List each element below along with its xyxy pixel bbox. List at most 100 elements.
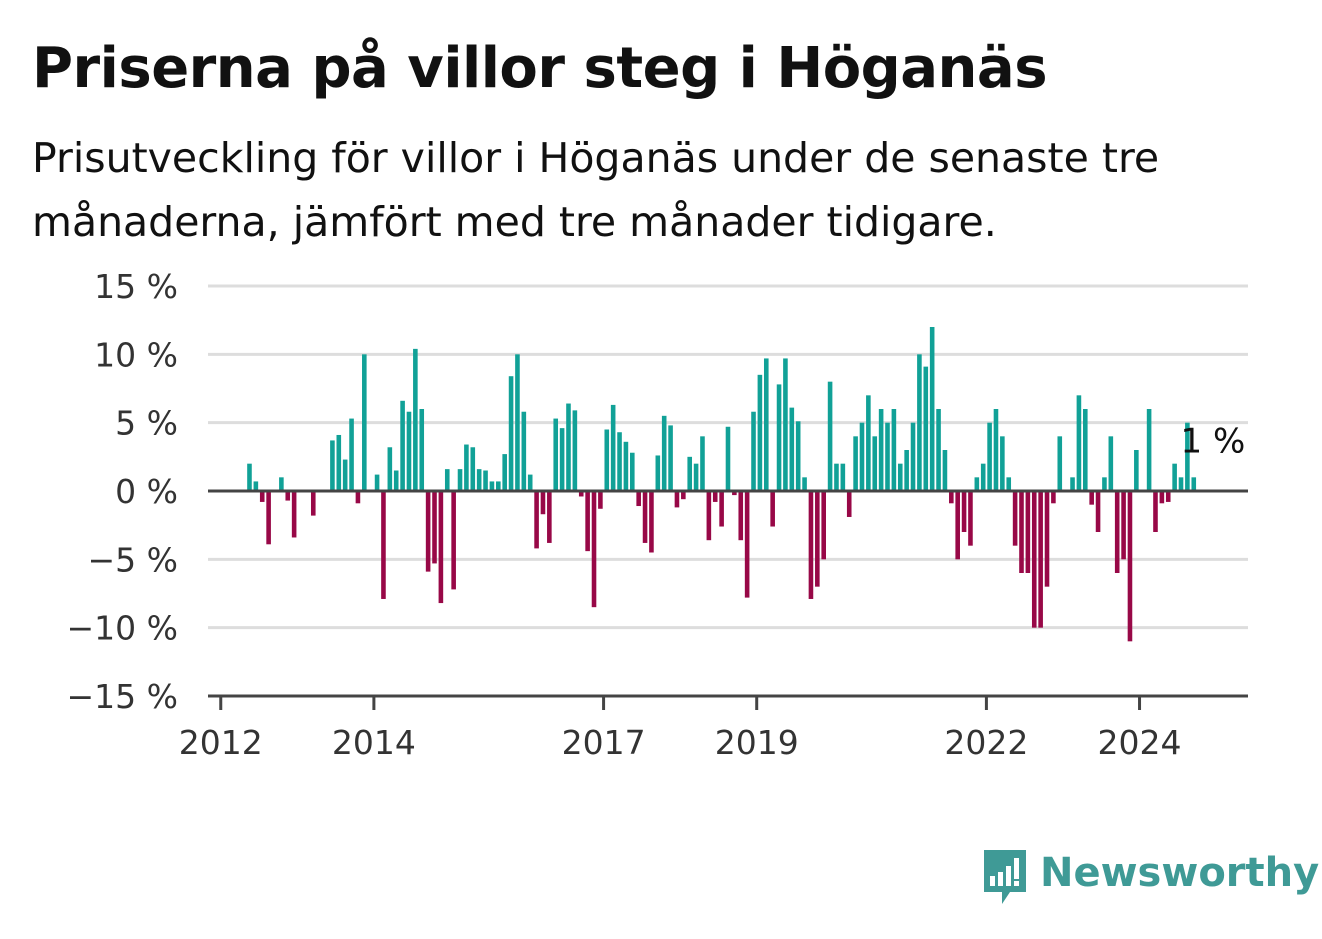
bar	[362, 354, 367, 491]
bar	[387, 447, 393, 491]
y-tick-label: 5 %	[115, 404, 178, 443]
y-tick-label: −15 %	[67, 677, 179, 716]
bar	[489, 481, 495, 491]
bar	[738, 491, 744, 541]
y-tick-label: −5 %	[88, 540, 179, 579]
y-tick-label: −10 %	[67, 609, 179, 648]
bar	[413, 348, 418, 491]
bar	[949, 491, 954, 504]
bar	[623, 441, 629, 491]
bar	[1102, 477, 1107, 491]
bar	[451, 491, 456, 590]
bar	[987, 422, 992, 491]
bar	[604, 429, 610, 491]
bar	[821, 491, 826, 560]
bar	[719, 491, 724, 527]
bar	[259, 491, 265, 502]
bar	[374, 474, 380, 491]
bar	[1121, 491, 1126, 560]
x-tick-label: 2014	[332, 723, 416, 762]
bar	[802, 477, 807, 491]
bar	[693, 463, 699, 491]
bar	[1070, 477, 1075, 491]
bar	[674, 491, 680, 508]
bar	[253, 481, 259, 491]
bar	[846, 491, 852, 517]
bar	[904, 450, 909, 491]
bar	[1172, 463, 1177, 491]
bar	[783, 358, 788, 491]
bar	[534, 491, 539, 549]
bar	[910, 422, 916, 491]
bar	[1089, 491, 1094, 505]
bar	[687, 456, 693, 491]
bar	[636, 491, 641, 507]
bar	[521, 411, 527, 491]
bar	[661, 415, 667, 491]
x-tick-label: 2019	[715, 723, 799, 762]
bar	[591, 491, 597, 608]
bar	[712, 491, 718, 502]
x-tick-label: 2017	[562, 723, 646, 762]
bar	[598, 491, 603, 509]
bar	[349, 418, 354, 491]
bar	[808, 491, 814, 599]
bar	[929, 327, 935, 491]
newsworthy-icon	[984, 850, 1026, 904]
bars	[247, 327, 1197, 642]
bar	[464, 444, 469, 491]
bar	[757, 374, 763, 491]
x-tick-label: 2022	[944, 723, 1028, 762]
bar	[515, 354, 520, 491]
bar	[827, 381, 833, 491]
bar	[1031, 491, 1037, 628]
bar	[1095, 491, 1101, 532]
bar	[1012, 491, 1018, 546]
bar	[980, 463, 986, 491]
x-tick-label: 2012	[179, 723, 263, 762]
bar	[1044, 491, 1050, 587]
bar	[419, 409, 425, 491]
bar	[540, 491, 546, 515]
latest-value-label: 1 %	[1181, 422, 1246, 462]
bar	[872, 436, 878, 491]
bar	[1057, 436, 1063, 491]
bar	[655, 455, 661, 491]
bar	[936, 409, 941, 491]
bar	[285, 491, 291, 501]
bar	[1108, 436, 1114, 491]
bar	[706, 491, 712, 541]
bar	[508, 376, 514, 491]
bar	[425, 491, 431, 572]
bar	[444, 469, 450, 491]
bar	[968, 491, 973, 546]
bar	[815, 491, 820, 587]
bar	[789, 407, 795, 491]
brand-name: Newsworthy	[1040, 850, 1320, 896]
bar	[610, 404, 616, 491]
bar	[381, 491, 386, 599]
bar	[566, 403, 571, 491]
bar	[885, 422, 890, 491]
bar	[1038, 491, 1043, 628]
bar	[310, 491, 316, 516]
bar	[400, 400, 405, 491]
bar	[247, 463, 252, 491]
bar	[853, 436, 858, 491]
bar	[496, 481, 501, 491]
bar	[502, 454, 507, 491]
bar	[457, 469, 463, 491]
y-tick-label: 0 %	[115, 472, 178, 511]
bar	[917, 354, 922, 491]
x-tick-label: 2024	[1098, 723, 1182, 762]
bar	[355, 491, 361, 504]
bar	[630, 452, 635, 491]
bar	[668, 425, 673, 491]
bar	[527, 474, 533, 491]
bar	[649, 491, 654, 553]
bar	[547, 491, 552, 543]
axes: 15 % 10 % 5 % 0 % −5 % −10 % −15 %2012 2014 2017…	[67, 267, 1248, 762]
bar	[642, 491, 648, 543]
chart-subtitle: Prisutveckling för villor i Höganäs unde…	[32, 134, 1160, 246]
